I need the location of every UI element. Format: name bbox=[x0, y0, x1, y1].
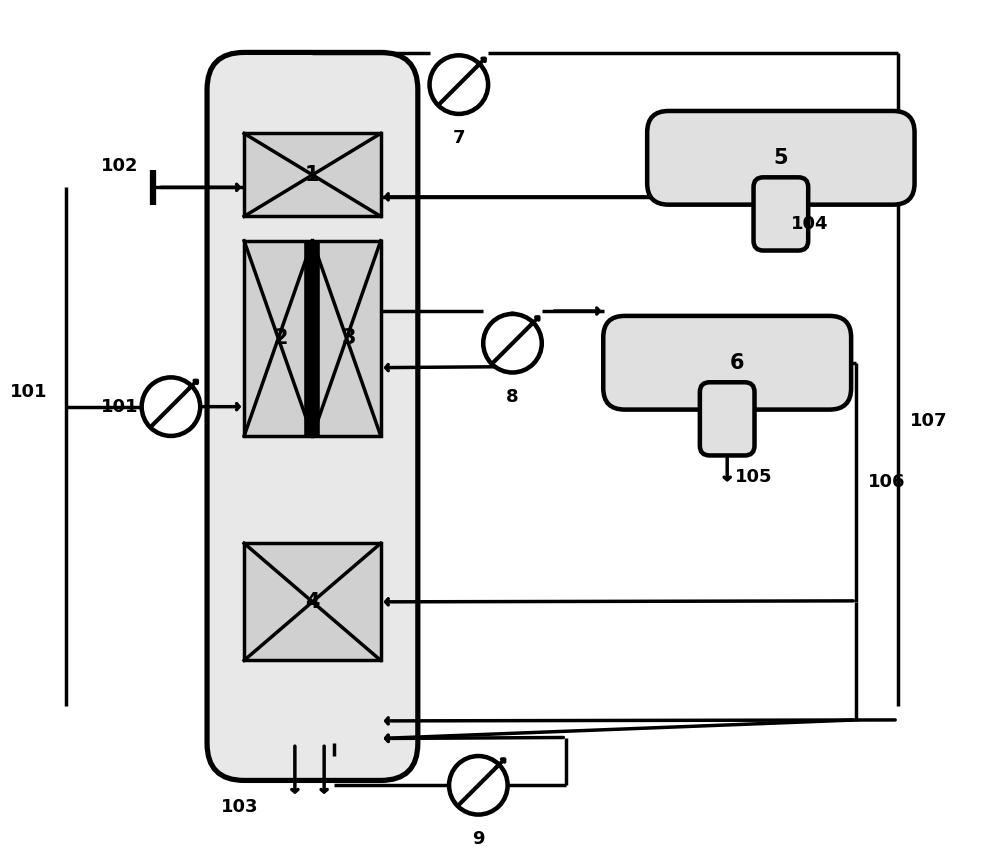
Text: 4: 4 bbox=[305, 592, 320, 612]
Text: 2: 2 bbox=[273, 328, 287, 349]
FancyBboxPatch shape bbox=[700, 382, 755, 455]
Text: 5: 5 bbox=[774, 148, 788, 168]
Text: 6: 6 bbox=[730, 353, 744, 373]
Polygon shape bbox=[244, 134, 381, 217]
Circle shape bbox=[142, 377, 200, 436]
Circle shape bbox=[483, 314, 542, 372]
Polygon shape bbox=[312, 241, 381, 436]
Text: 3: 3 bbox=[341, 328, 356, 349]
Text: 102: 102 bbox=[100, 157, 138, 175]
Text: 104: 104 bbox=[791, 215, 828, 233]
FancyBboxPatch shape bbox=[647, 111, 915, 205]
Circle shape bbox=[449, 756, 508, 815]
Polygon shape bbox=[244, 241, 312, 436]
Text: 8: 8 bbox=[506, 388, 519, 406]
Polygon shape bbox=[244, 543, 381, 661]
Text: 107: 107 bbox=[910, 412, 947, 431]
FancyBboxPatch shape bbox=[603, 316, 851, 409]
Text: 103: 103 bbox=[220, 798, 258, 816]
Text: 106: 106 bbox=[868, 473, 905, 492]
Text: 105: 105 bbox=[735, 468, 772, 486]
Text: 101: 101 bbox=[101, 398, 139, 415]
FancyBboxPatch shape bbox=[754, 178, 808, 250]
Text: 7: 7 bbox=[453, 129, 465, 147]
Text: 1: 1 bbox=[305, 165, 320, 185]
Circle shape bbox=[430, 55, 488, 114]
FancyBboxPatch shape bbox=[207, 52, 418, 780]
Text: 9: 9 bbox=[472, 830, 485, 846]
Text: 101: 101 bbox=[10, 383, 47, 401]
